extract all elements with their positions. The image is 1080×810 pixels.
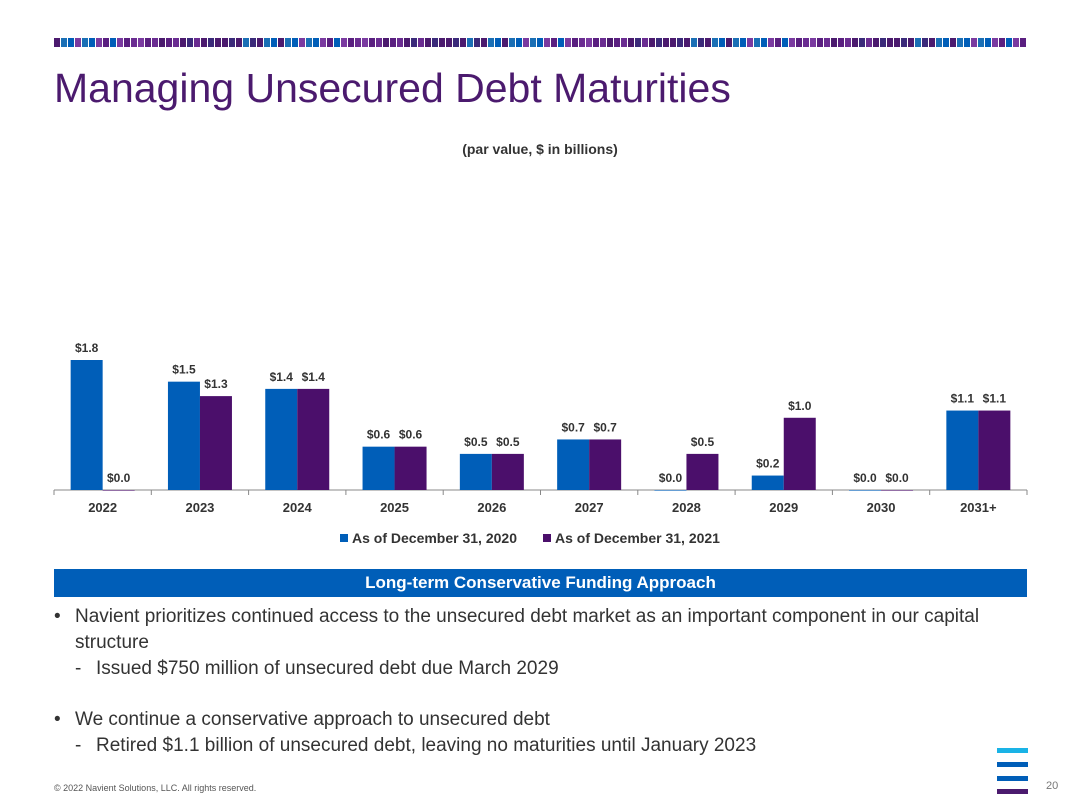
legend-item-2020: As of December 31, 2020	[340, 530, 517, 546]
data-label: $0.7	[593, 420, 617, 434]
x-tick-label: 2026	[477, 500, 506, 515]
sub-bullet-item: - Issued $750 million of unsecured debt …	[54, 656, 1029, 682]
data-label: $0.0	[659, 471, 683, 485]
bar-2021	[978, 410, 1011, 490]
bar-2021	[589, 439, 622, 490]
debt-maturities-chart: $1.8 $0.0 2022 $1.5 $1.3 2023 $1.4 $1.4 2024 $0.6…	[53, 341, 1028, 515]
bar-2020	[265, 388, 298, 490]
bullet-list: • Navient prioritizes continued access t…	[54, 604, 1029, 759]
bar-2020	[459, 453, 492, 490]
bullet-text: Navient prioritizes continued access to …	[75, 606, 980, 653]
x-tick-label: 2030	[867, 500, 896, 515]
data-label: $0.0	[107, 471, 131, 485]
copyright-footer: © 2022 Navient Solutions, LLC. All right…	[54, 783, 257, 793]
bar-2021	[783, 417, 816, 490]
data-label: $1.4	[270, 370, 294, 384]
x-tick-label: 2023	[185, 500, 214, 515]
bar-2020	[362, 446, 395, 490]
bar-2020	[849, 490, 882, 491]
x-tick-label: 2027	[575, 500, 604, 515]
bullet-text: We continue a conservative approach to u…	[75, 709, 550, 730]
x-tick-label: 2024	[283, 500, 313, 515]
bullet-item: • Navient prioritizes continued access t…	[54, 604, 1029, 656]
data-label: $0.6	[399, 428, 423, 442]
data-label: $0.5	[691, 435, 715, 449]
legend-swatch-2021	[542, 534, 551, 542]
data-label: $1.1	[983, 392, 1007, 406]
chart-subtitle: (par value, $ in billions)	[462, 141, 618, 157]
data-label: $1.3	[204, 377, 228, 391]
data-label: $0.6	[367, 428, 391, 442]
data-label: $0.0	[853, 471, 877, 485]
x-tick-label: 2031+	[960, 500, 997, 515]
bar-2021	[199, 396, 232, 490]
bullet-item: • We continue a conservative approach to…	[54, 707, 1029, 733]
data-label: $0.5	[464, 435, 488, 449]
decorative-header-stripe	[54, 38, 1026, 47]
data-label: $0.7	[561, 420, 585, 434]
data-label: $0.2	[756, 457, 780, 471]
bullet-marker: •	[54, 709, 61, 730]
x-tick-label: 2029	[769, 500, 798, 515]
data-label: $1.4	[302, 370, 326, 384]
sub-bullet-text: Retired $1.1 billion of unsecured debt, …	[96, 735, 757, 756]
x-tick-label: 2025	[380, 500, 409, 515]
data-label: $1.8	[75, 341, 99, 355]
sub-bullet-item: - Retired $1.1 billion of unsecured debt…	[54, 733, 1029, 759]
bar-2021	[102, 490, 135, 491]
sub-bullet-marker: -	[75, 735, 82, 756]
bar-2020	[946, 410, 979, 490]
page-number: 20	[1046, 780, 1059, 792]
bar-2020	[167, 381, 200, 490]
data-label: $1.1	[951, 392, 975, 406]
bar-2020	[70, 360, 103, 490]
legend-swatch-2020	[340, 534, 348, 542]
page-title: Managing Unsecured Debt Maturities	[54, 65, 731, 111]
bullet-marker: •	[54, 606, 61, 627]
legend-label-2021: As of December 31, 2021	[554, 530, 720, 546]
funding-approach-banner: Long-term Conservative Funding Approach	[54, 569, 1027, 597]
bar-2020	[654, 490, 687, 491]
bar-2021	[297, 388, 330, 490]
data-label: $0.0	[885, 471, 909, 485]
legend-label-2020: As of December 31, 2020	[352, 530, 517, 546]
x-tick-label: 2022	[88, 500, 117, 515]
bar-2020	[751, 475, 784, 490]
bar-2021	[881, 490, 914, 491]
navient-logo-icon	[997, 748, 1028, 794]
legend-item-2021: As of December 31, 2021	[542, 530, 720, 546]
data-label: $0.5	[496, 435, 520, 449]
data-label: $1.0	[788, 399, 812, 413]
sub-bullet-text: Issued $750 million of unsecured debt du…	[96, 658, 559, 679]
bar-2021	[686, 453, 719, 490]
x-tick-label: 2028	[672, 500, 701, 515]
chart-legend: As of December 31, 2020 As of December 3…	[340, 530, 720, 546]
data-label: $1.5	[172, 363, 196, 377]
bar-2020	[557, 439, 590, 490]
bar-2021	[394, 446, 427, 490]
bar-2021	[491, 453, 524, 490]
sub-bullet-marker: -	[75, 658, 82, 679]
